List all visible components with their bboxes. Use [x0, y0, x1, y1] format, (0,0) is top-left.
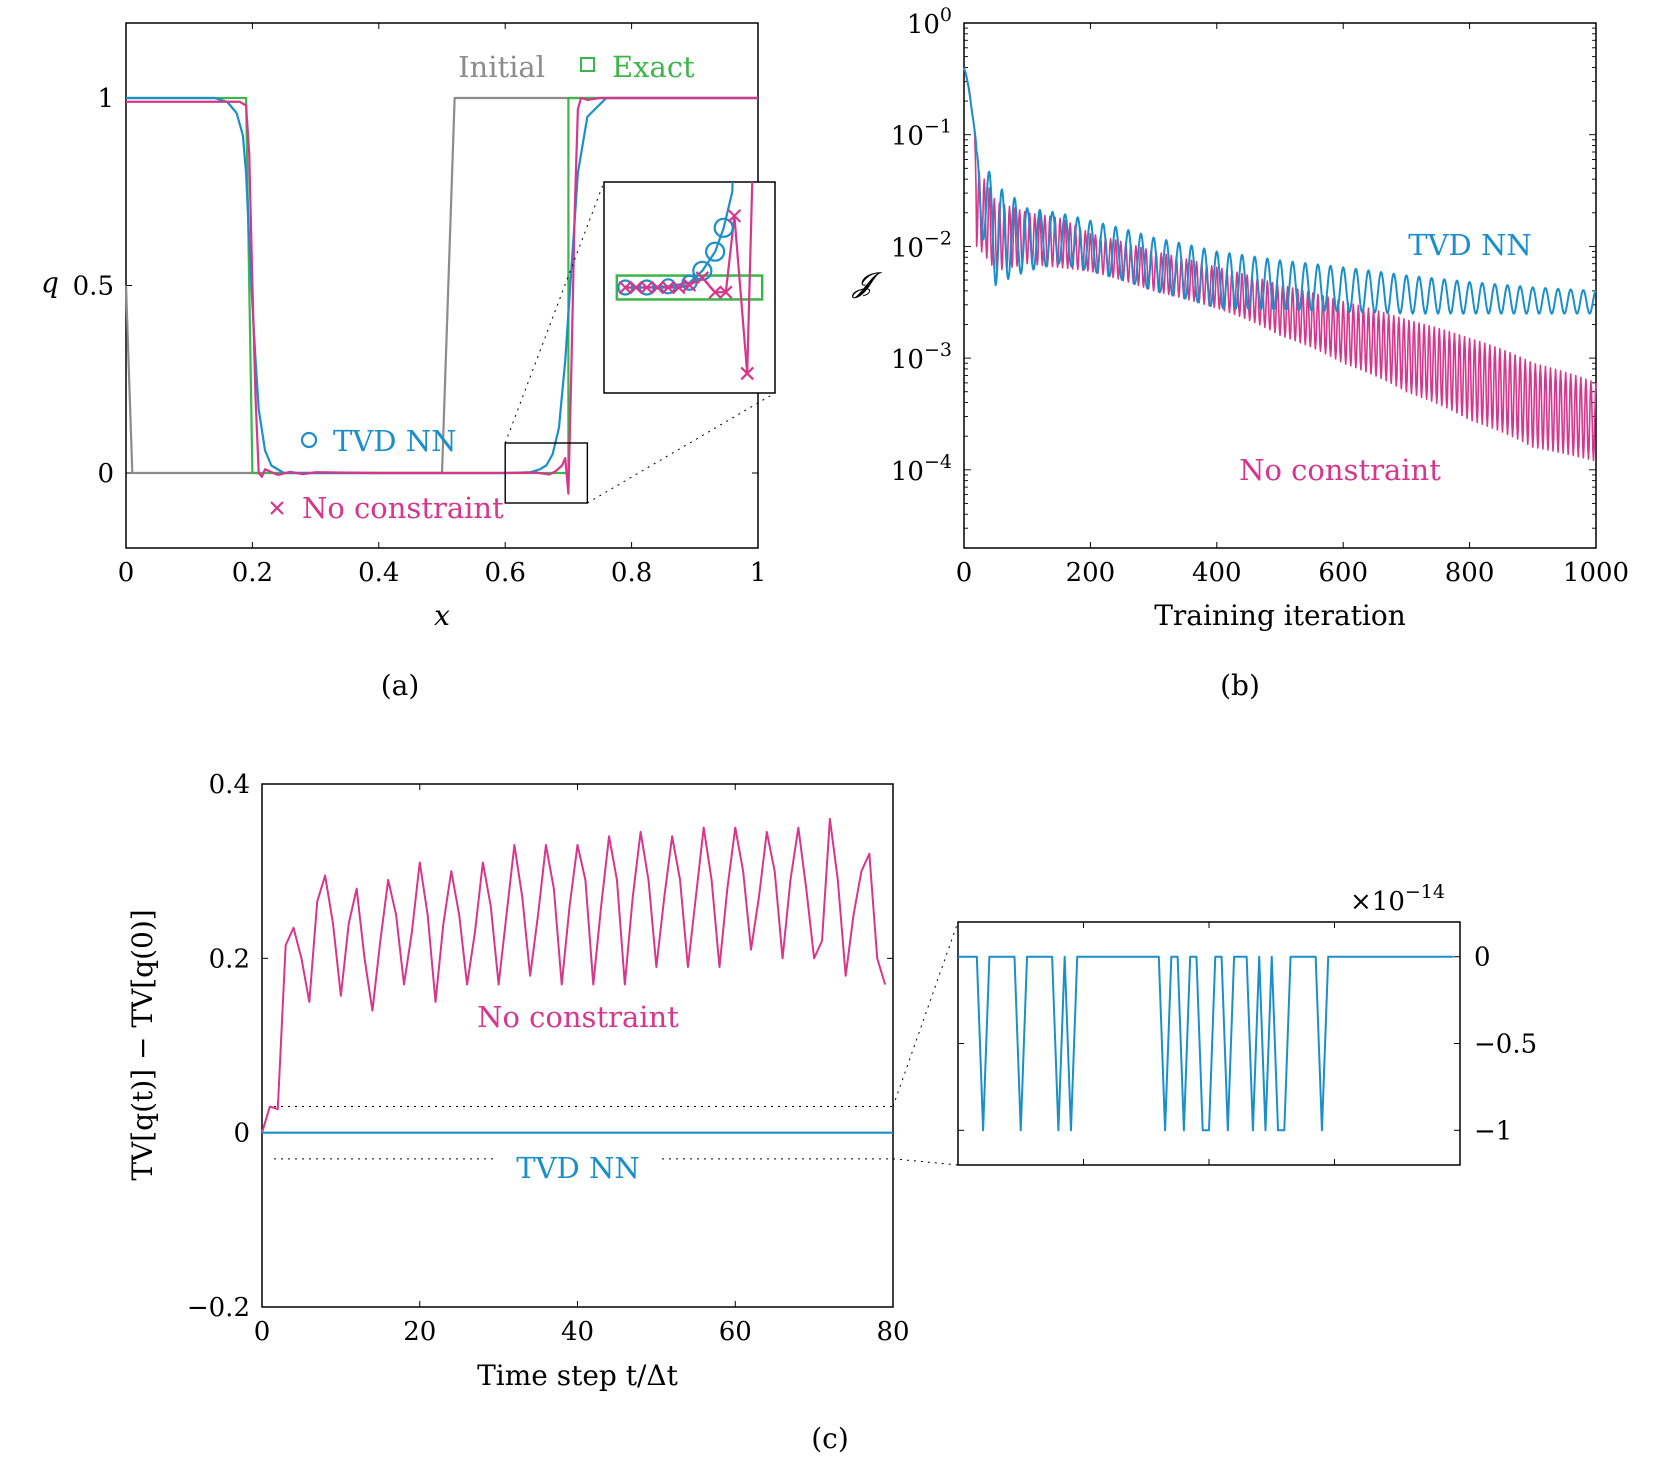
inset-tvd-marker: [705, 241, 726, 262]
caption-c: (c): [811, 1422, 849, 1455]
panel-a: 0 0.2 0.4 0.6 0.8 1 0 0.5 1 x q Initial Exact TVD NN N…: [41, 22, 776, 632]
y-tick-label-b: 10−2: [891, 227, 952, 263]
series-line-tvd: [963, 67, 1597, 315]
x-tick-label-c: 0: [254, 1317, 271, 1347]
legend-exact: Exact: [612, 50, 695, 84]
x-tick-label-b: 1000: [1563, 558, 1629, 588]
y-tick-label-a: 0.5: [73, 272, 114, 302]
legend-initial: Initial: [458, 50, 545, 84]
inset-scale-label-c: ×10−14: [1350, 881, 1445, 917]
inset-y-tick-label-c: −1: [1474, 1116, 1512, 1146]
zoom-box-a: [504, 442, 589, 504]
legend-exact-marker: [580, 57, 595, 72]
y-tick-label-b: 10−1: [891, 116, 952, 152]
y-tick-label-c: 0: [233, 1119, 250, 1149]
series-line-noc: [963, 67, 1597, 462]
inset-plot-a: [615, 182, 764, 381]
x-tick-label-c: 60: [719, 1317, 752, 1347]
zoom-connector-c: [892, 1158, 959, 1166]
x-axis-label-c: Time step t/Δt: [477, 1359, 679, 1392]
x-tick-label-c: 80: [876, 1317, 909, 1347]
x-axis-label-a: x: [434, 599, 450, 632]
series-line-noc: [126, 96, 758, 495]
legend-noc: No constraint: [302, 491, 504, 525]
inset-noc-marker: [727, 209, 742, 223]
legend-tvd-marker: [300, 431, 318, 449]
y-tick-label-c: −0.2: [187, 1293, 250, 1323]
x-tick-label-b: 400: [1192, 558, 1242, 588]
legend-tvd: TVD NN: [333, 424, 457, 458]
y-tick-label-a: 1: [97, 84, 114, 114]
inset-noc-marker: [740, 366, 754, 381]
inset-tvd-marker: [660, 278, 677, 295]
y-axis-label-b: 𝓙: [851, 266, 882, 299]
inset-tvd-line: [958, 955, 1454, 1132]
inset-noc-marker: [719, 285, 733, 300]
inset-noc-marker: [672, 280, 686, 295]
legend-noc-marker: [270, 501, 284, 515]
x-axis-label-b: Training iteration: [1154, 599, 1406, 632]
inset-y-tick-label-c: −0.5: [1474, 1030, 1537, 1060]
label-noc-c: No constraint: [477, 1000, 679, 1034]
plot-frame-b: [963, 22, 1597, 549]
y-tick-label-a: 0: [97, 459, 114, 489]
plot-frame-c: [261, 783, 894, 1308]
x-tick-label-a: 0: [118, 558, 135, 588]
x-tick-label-a: 1: [750, 558, 767, 588]
series-line-noc: [261, 817, 887, 1133]
inset-noc-marker: [708, 285, 722, 300]
x-tick-label-c: 20: [403, 1317, 436, 1347]
zoom-connector-a: [587, 392, 776, 504]
inset-noc-marker: [629, 280, 643, 295]
inset-tvd-marker: [638, 279, 655, 296]
x-tick-label-b: 0: [956, 558, 973, 588]
inset-y-tick-label-c: 0: [1474, 943, 1491, 973]
x-tick-label-b: 600: [1318, 558, 1368, 588]
label-tvd-c: TVD NN: [516, 1151, 640, 1185]
y-axis-label-a: q: [41, 266, 59, 299]
y-tick-label-b: 10−4: [891, 451, 952, 487]
caption-a: (a): [381, 669, 420, 702]
x-tick-label-a: 0.2: [232, 558, 273, 588]
x-tick-label-a: 0.4: [358, 558, 399, 588]
x-tick-label-b: 800: [1445, 558, 1495, 588]
inset-noc-marker: [650, 280, 665, 295]
y-axis-label-c: TV[q(t)] − TV[q(0)]: [126, 909, 159, 1180]
inset-tvd-marker: [692, 260, 713, 281]
label-noc-b: No constraint: [1239, 453, 1441, 487]
y-tick-label-c: 0.2: [209, 944, 250, 974]
inset-tvd-marker: [617, 279, 634, 296]
label-tvd-b: TVD NN: [1408, 228, 1532, 262]
inset-tvd-marker: [713, 217, 734, 238]
caption-b: (b): [1220, 669, 1260, 702]
inset-noc-marker: [695, 271, 710, 285]
y-tick-label-c: 0.4: [209, 770, 250, 800]
x-tick-label-b: 200: [1066, 558, 1116, 588]
x-tick-label-c: 40: [561, 1317, 594, 1347]
y-tick-label-b: 10−3: [891, 339, 952, 375]
panel-b: 0 200 400 600 800 1000 100 10−1 10−2 10−3 10−4 Trai…: [851, 4, 1629, 632]
x-tick-label-a: 0.6: [485, 558, 526, 588]
inset-noc-marker: [618, 280, 633, 295]
y-tick-label-b: 100: [907, 4, 952, 40]
zoom-connector-a: [504, 181, 605, 444]
inset-noc-marker: [682, 278, 697, 292]
inset-noc-marker: [639, 280, 654, 295]
zoom-connector-c: [892, 921, 959, 1107]
x-tick-label-a: 0.8: [611, 558, 652, 588]
inset-noc-marker: [661, 280, 675, 295]
